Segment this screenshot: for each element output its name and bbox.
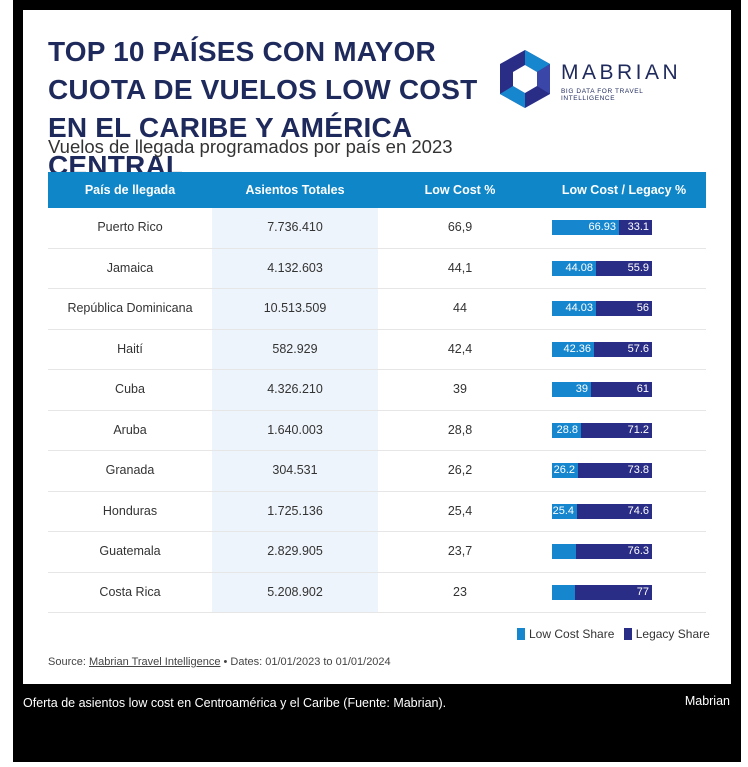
share-bar: 44.03 56 [552, 301, 652, 316]
country-cell: Honduras [102, 503, 158, 518]
legend-low-cost-label: Low Cost Share [529, 627, 615, 641]
low-cost-bar: 39 [552, 382, 591, 397]
share-bar: 77 [552, 584, 652, 600]
lowcost-pct-cell: 26,2 [447, 463, 473, 477]
lowcost-pct-cell: 25,4 [447, 503, 473, 518]
source-dates: • Dates: 01/01/2023 to 01/01/2024 [223, 656, 391, 668]
seats-cell: 4.132.603 [212, 248, 378, 288]
low-cost-bar: 66.93 [552, 220, 619, 235]
data-table: País de llegada Asientos Totales Low Cos… [48, 172, 706, 613]
share-bar: 26.2 73.8 [552, 463, 652, 478]
legacy-bar: 73.8 [578, 463, 652, 478]
table-body: Puerto Rico 7.736.410 66,9 66.93 33.1 Jamaica… [48, 208, 706, 613]
share-bar: 42.36 57.6 [552, 341, 652, 357]
mabrian-hexagon-icon [500, 50, 550, 108]
low-cost-bar: 44.03 [552, 301, 596, 316]
seats-cell: 7.736.410 [212, 208, 378, 248]
infographic-card: TOP 10 PAÍSES CON MAYOR CUOTA DE VUELOS … [23, 10, 731, 684]
lowcost-pct-cell: 66,9 [447, 220, 473, 234]
share-bar: 25.4 74.6 [552, 503, 652, 519]
seats-cell: 2.829.905 [212, 532, 378, 572]
legend-legacy: Legacy Share [623, 627, 710, 641]
low-cost-bar: 25.4 [552, 503, 577, 519]
table-row: Cuba 4.326.210 39 39 61 [48, 370, 706, 411]
legend-low-cost-swatch [517, 628, 525, 640]
country-cell: Cuba [115, 382, 145, 396]
country-cell: Aruba [113, 422, 147, 437]
seats-cell: 582.929 [212, 329, 378, 369]
country-cell: Puerto Rico [97, 220, 163, 234]
table-row: Jamaica 4.132.603 44,1 44.08 55.9 [48, 248, 706, 289]
lowcost-pct-cell: 44,1 [447, 260, 473, 275]
table-row: República Dominicana 10.513.509 44 44.03 56 [48, 289, 706, 330]
header-country: País de llegada [84, 183, 176, 197]
low-cost-bar: 44.08 [552, 260, 596, 276]
country-cell: Costa Rica [99, 584, 161, 599]
legacy-bar: 74.6 [577, 503, 652, 519]
legacy-bar: 61 [591, 382, 652, 397]
table-row: Haití 582.929 42,4 42.36 57.6 [48, 329, 706, 370]
share-bar: 39 61 [552, 382, 652, 397]
legacy-bar: 77 [575, 584, 652, 600]
country-cell: Haití [117, 341, 143, 356]
lowcost-pct-cell: 23 [453, 584, 467, 599]
seats-cell: 304.531 [212, 451, 378, 491]
country-cell: Jamaica [106, 260, 154, 275]
country-cell: Granada [105, 463, 155, 477]
image-caption: Oferta de asientos low cost en Centroamé… [23, 696, 447, 710]
seats-cell: 1.725.136 [212, 491, 378, 531]
low-cost-bar [552, 544, 576, 559]
table-row: Guatemala 2.829.905 23,7 76.3 [48, 532, 706, 573]
seats-cell: 5.208.902 [212, 572, 378, 612]
table-row: Aruba 1.640.003 28,8 28.8 71.2 [48, 410, 706, 451]
seats-cell: 1.640.003 [212, 410, 378, 450]
logo-name: MABRIAN [561, 61, 682, 84]
legend-legacy-swatch [623, 628, 632, 640]
lowcost-pct-cell: 39 [453, 382, 467, 396]
header-seats: Asientos Totales [245, 183, 345, 197]
share-bar: 76.3 [552, 544, 652, 559]
legacy-bar: 55.9 [596, 260, 652, 276]
table-row: Puerto Rico 7.736.410 66,9 66.93 33.1 [48, 208, 706, 249]
legacy-bar: 71.2 [581, 422, 652, 438]
legacy-bar: 56 [596, 301, 652, 316]
table-row: Costa Rica 5.208.902 23 77 [48, 572, 706, 613]
legend: Low Cost Share Legacy Share [517, 627, 716, 641]
logo-tagline: BIG DATA FOR TRAVEL INTELLIGENCE [561, 88, 644, 102]
table-row: Granada 304.531 26,2 26.2 73.8 [48, 451, 706, 492]
source-link[interactable]: Mabrian Travel Intelligence [88, 656, 221, 668]
low-cost-bar: 26.2 [552, 463, 578, 478]
country-cell: República Dominicana [67, 301, 193, 315]
lowcost-pct-cell: 23,7 [447, 544, 473, 558]
image-credit: Mabrian [684, 694, 730, 708]
lowcost-pct-cell: 28,8 [447, 422, 473, 437]
chart-subtitle: Vuelos de llegada programados por país e… [48, 136, 453, 157]
lowcost-pct-cell: 44 [453, 301, 467, 315]
mabrian-logo: MABRIAN BIG DATA FOR TRAVEL INTELLIGENCE [497, 48, 697, 110]
low-cost-bar: 42.36 [552, 341, 594, 357]
table-header: País de llegada Asientos Totales Low Cos… [48, 172, 706, 208]
legend-legacy-label: Legacy Share [635, 627, 710, 641]
table-row: Honduras 1.725.136 25,4 25.4 74.6 [48, 491, 706, 532]
lowcost-pct-cell: 42,4 [447, 341, 473, 356]
seats-cell: 10.513.509 [212, 289, 378, 329]
chart-title: TOP 10 PAÍSES CON MAYOR CUOTA DE VUELOS … [48, 36, 478, 181]
header-share: Low Cost / Legacy % [561, 183, 687, 197]
low-cost-bar [552, 584, 575, 600]
seats-cell: 4.326.210 [212, 370, 378, 410]
country-cell: Guatemala [99, 544, 161, 558]
share-bar: 44.08 55.9 [552, 260, 652, 276]
share-bar: 66.93 33.1 [552, 220, 652, 235]
low-cost-bar: 28.8 [552, 422, 581, 438]
figure-frame: TOP 10 PAÍSES CON MAYOR CUOTA DE VUELOS … [13, 0, 741, 762]
legacy-bar: 33.1 [619, 220, 652, 235]
share-bar: 28.8 71.2 [552, 422, 652, 438]
legacy-bar: 76.3 [576, 544, 652, 559]
source-prefix: Source: [48, 656, 86, 668]
source-note: Source: Mabrian Travel Intelligence • Da… [48, 656, 391, 668]
header-lowcost-pct: Low Cost % [424, 183, 496, 197]
legacy-bar: 57.6 [594, 341, 652, 357]
legend-low-cost: Low Cost Share [517, 627, 614, 641]
